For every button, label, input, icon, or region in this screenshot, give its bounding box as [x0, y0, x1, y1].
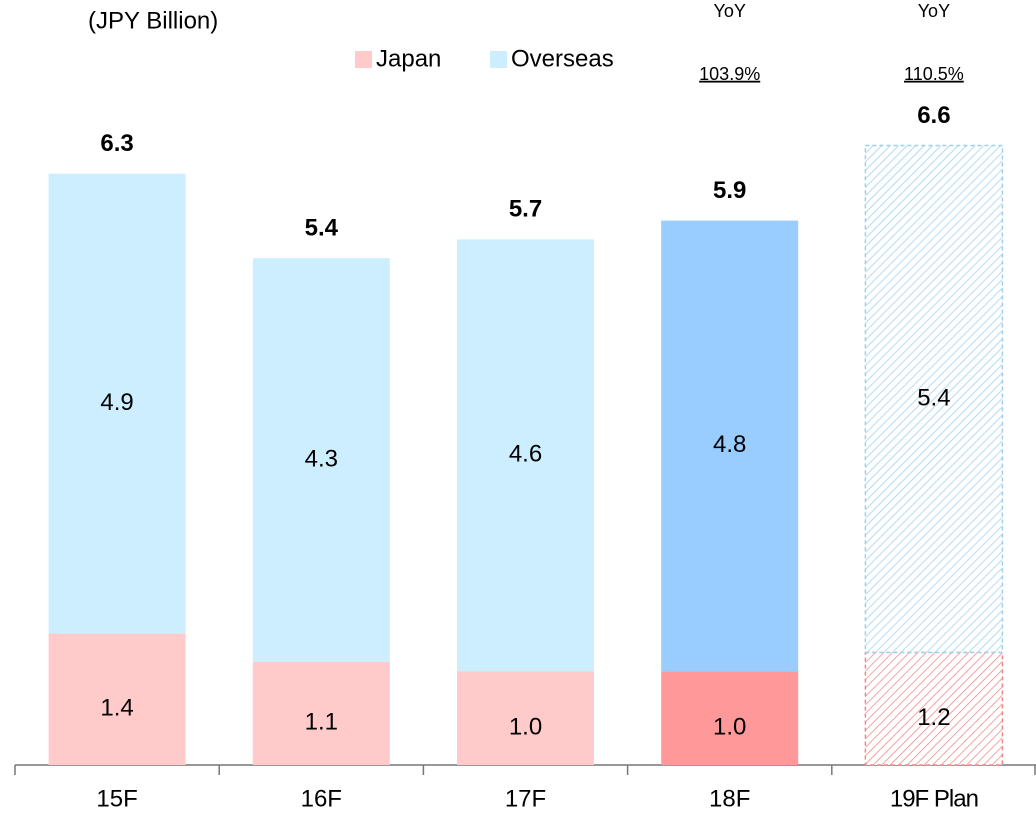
bar-segment	[864, 144, 1004, 654]
x-tick-label: 15F	[96, 785, 137, 812]
bar-segment	[252, 661, 390, 765]
annotation-label: YoY	[714, 1, 746, 21]
annotation-label: YoY	[918, 1, 950, 21]
total-label: 5.7	[509, 196, 542, 223]
value-label: 4.9	[100, 389, 133, 416]
legend-swatch	[490, 51, 507, 68]
value-label: 4.8	[713, 431, 746, 458]
legend-label: Japan	[376, 45, 441, 72]
value-label: 4.6	[509, 441, 542, 468]
bar-segment	[252, 258, 390, 662]
x-tick-label: 19F Plan	[890, 785, 978, 812]
value-label: 4.3	[305, 445, 338, 472]
bar-segment	[457, 671, 594, 765]
value-label: 1.4	[100, 695, 133, 722]
x-tick-label: 16F	[301, 785, 342, 812]
x-tick-label: 18F	[709, 785, 750, 812]
value-label: 1.0	[713, 713, 746, 740]
bar-segment	[48, 633, 186, 765]
bar-segment	[661, 671, 799, 765]
bar-segment	[864, 651, 1004, 766]
x-tick-label: 17F	[505, 785, 546, 812]
legend-swatch	[355, 51, 372, 68]
unit-label: (JPY Billion)	[88, 7, 218, 34]
total-label: 6.3	[100, 130, 133, 157]
bar-segment	[48, 173, 186, 634]
annotation-value: 103.9%	[699, 64, 760, 84]
bar-segment	[457, 239, 594, 672]
total-label: 5.9	[713, 177, 746, 204]
bar-segment	[661, 220, 799, 672]
value-label: 1.2	[917, 704, 950, 731]
annotation-value: 110.5%	[904, 64, 964, 84]
legend-label: Overseas	[511, 45, 614, 72]
total-label: 5.4	[305, 215, 339, 242]
value-label: 5.4	[917, 384, 950, 411]
total-label: 6.6	[917, 102, 950, 129]
value-label: 1.0	[509, 713, 542, 740]
value-label: 1.1	[305, 709, 338, 736]
